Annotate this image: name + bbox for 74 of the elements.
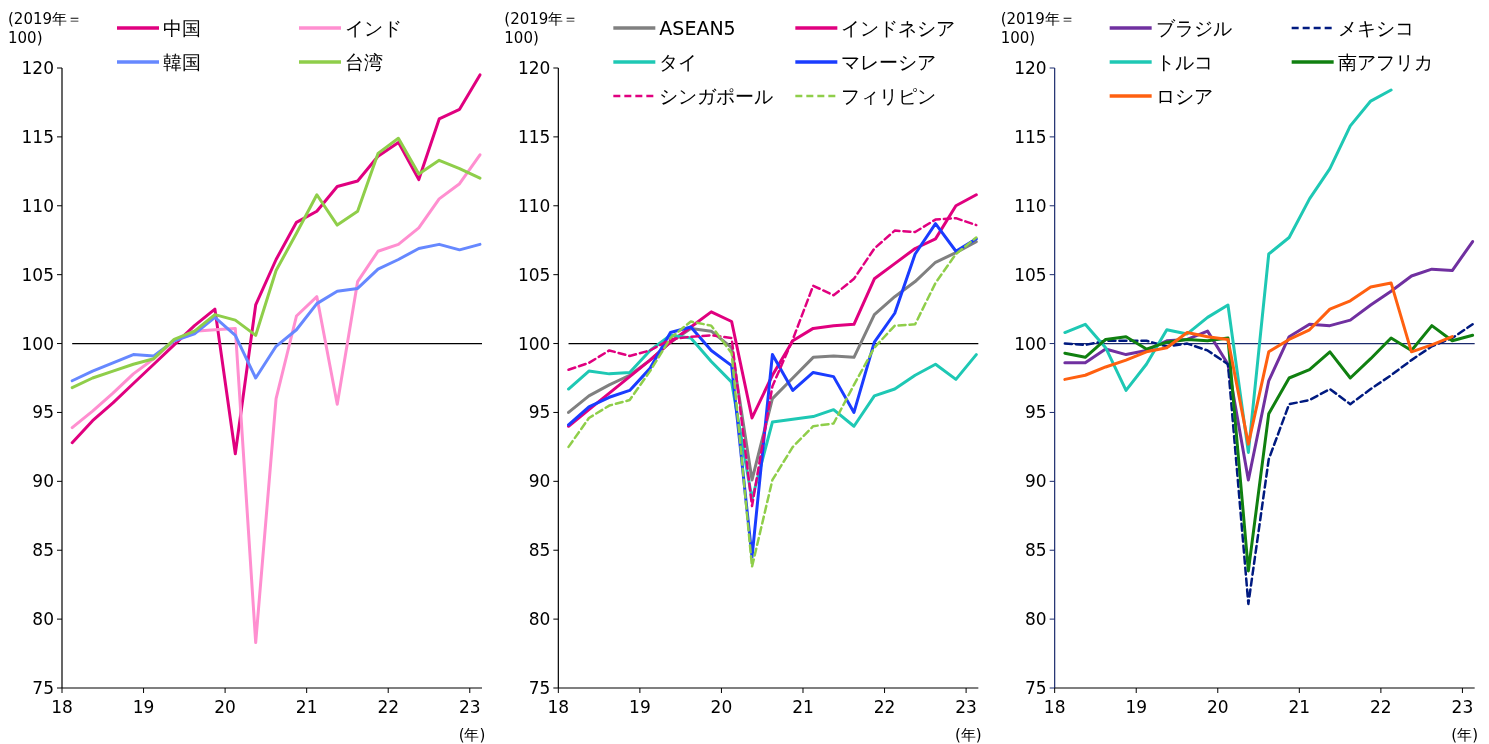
y-tick-label: 90 — [1025, 471, 1047, 492]
x-tick-label: 18 — [547, 697, 570, 717]
y-tick-label: 85 — [32, 540, 54, 561]
y-tick-label: 95 — [32, 402, 54, 423]
x-axis-title: (年) — [954, 726, 982, 744]
x-axis-title: (年) — [458, 726, 486, 744]
legend-label: 南アフリカ — [1337, 51, 1433, 73]
legend-label: タイ — [659, 51, 698, 73]
y-tick-label: 120 — [517, 58, 551, 78]
y-tick-label: 110 — [1014, 195, 1047, 216]
y-tick-label: 80 — [32, 609, 54, 630]
x-tick-label: 22 — [1370, 697, 1392, 717]
y-tick-label: 85 — [1025, 540, 1047, 561]
line-series — [1063, 281, 1454, 446]
y-tick-label: 110 — [517, 195, 551, 216]
y-tick-label: 115 — [21, 126, 54, 147]
y-tick-label: 95 — [1025, 402, 1047, 423]
y-tick-label: 115 — [517, 126, 551, 147]
y-tick-label: 90 — [528, 471, 551, 492]
y-tick-label: 110 — [21, 195, 54, 216]
x-tick-label: 18 — [51, 697, 73, 717]
x-tick-label: 23 — [955, 697, 977, 717]
legend-label: 台湾 — [345, 51, 383, 73]
y-tick-label: 105 — [1014, 264, 1047, 285]
y-tick-label: 75 — [1025, 678, 1047, 698]
x-tick-label: 23 — [1451, 697, 1474, 717]
legend-label: マレーシア — [841, 51, 937, 73]
line-series — [70, 73, 482, 456]
legend-label: ロシア — [1155, 85, 1213, 107]
y-axis-title: (2019年＝100) — [1000, 10, 1076, 48]
legend-label: ASEAN5 — [659, 17, 736, 39]
line-series — [70, 153, 482, 645]
x-tick-label: 19 — [629, 697, 651, 717]
x-tick-label: 20 — [1206, 697, 1229, 717]
legend-label: トルコ — [1155, 51, 1213, 73]
line-series — [70, 136, 482, 390]
y-tick-label: 100 — [1014, 333, 1047, 354]
y-tick-label: 75 — [32, 678, 54, 698]
y-tick-label: 80 — [1025, 609, 1047, 630]
y-tick-label: 100 — [21, 333, 54, 354]
legend-label: フィリピン — [841, 85, 937, 107]
x-tick-label: 21 — [295, 697, 318, 717]
x-tick-label: 18 — [1043, 697, 1066, 717]
x-tick-label: 23 — [458, 697, 481, 717]
y-axis-title: (2019年＝100) — [504, 10, 580, 48]
legend-label: メキシコ — [1337, 17, 1414, 39]
y-tick-label: 95 — [528, 402, 551, 423]
y-tick-label: 75 — [528, 678, 551, 698]
x-tick-label: 21 — [792, 697, 814, 717]
y-tick-label: 120 — [21, 58, 54, 78]
legend-label: 中国 — [163, 17, 201, 39]
y-tick-label: 85 — [528, 540, 551, 561]
y-tick-label: 90 — [32, 471, 54, 492]
x-tick-label: 20 — [214, 697, 236, 717]
x-tick-label: 22 — [377, 697, 400, 717]
x-tick-label: 22 — [873, 697, 896, 717]
x-axis-title: (年) — [1451, 726, 1479, 744]
y-tick-label: 100 — [517, 333, 551, 354]
y-tick-label: 105 — [517, 264, 551, 285]
legend-label: 韓国 — [163, 51, 201, 73]
y-tick-label: 80 — [528, 609, 551, 630]
legend-label: ブラジル — [1155, 17, 1232, 39]
x-tick-label: 19 — [132, 697, 155, 717]
legend-label: インド — [345, 17, 402, 39]
line-series — [70, 242, 482, 383]
y-tick-label: 105 — [21, 264, 54, 285]
legend-label: インドネシア — [841, 17, 956, 39]
x-tick-label: 19 — [1125, 697, 1148, 717]
y-tick-label: 115 — [1014, 126, 1047, 147]
y-axis-title: (2019年＝100) — [8, 10, 84, 48]
y-tick-label: 120 — [1014, 58, 1047, 78]
legend-label: シンガポール — [659, 85, 774, 107]
x-tick-label: 21 — [1288, 697, 1311, 717]
x-tick-label: 20 — [710, 697, 733, 717]
